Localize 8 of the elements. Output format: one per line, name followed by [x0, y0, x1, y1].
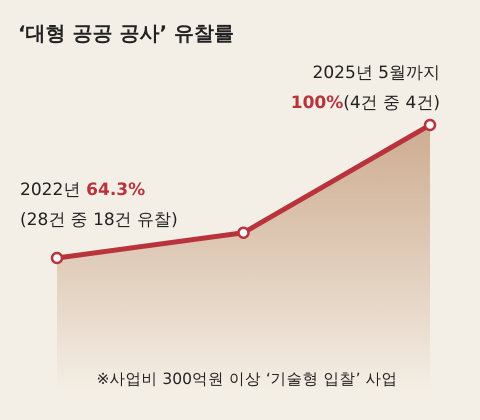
annotation: (28건 중 18건 유찰) [20, 210, 178, 230]
chart-title: ‘대형 공공 공사’ 유찰률 [18, 21, 234, 45]
text: 2025년 5월까지 [312, 63, 440, 83]
annotation: 2022년 [20, 180, 80, 200]
text: (4건 중 4건) [343, 93, 440, 113]
text: 100% [290, 93, 344, 113]
text: ※사업비 300억원 이상 ‘기술형 입찰’ 사업 [96, 370, 398, 388]
annotation: 64.3% [80, 180, 146, 200]
